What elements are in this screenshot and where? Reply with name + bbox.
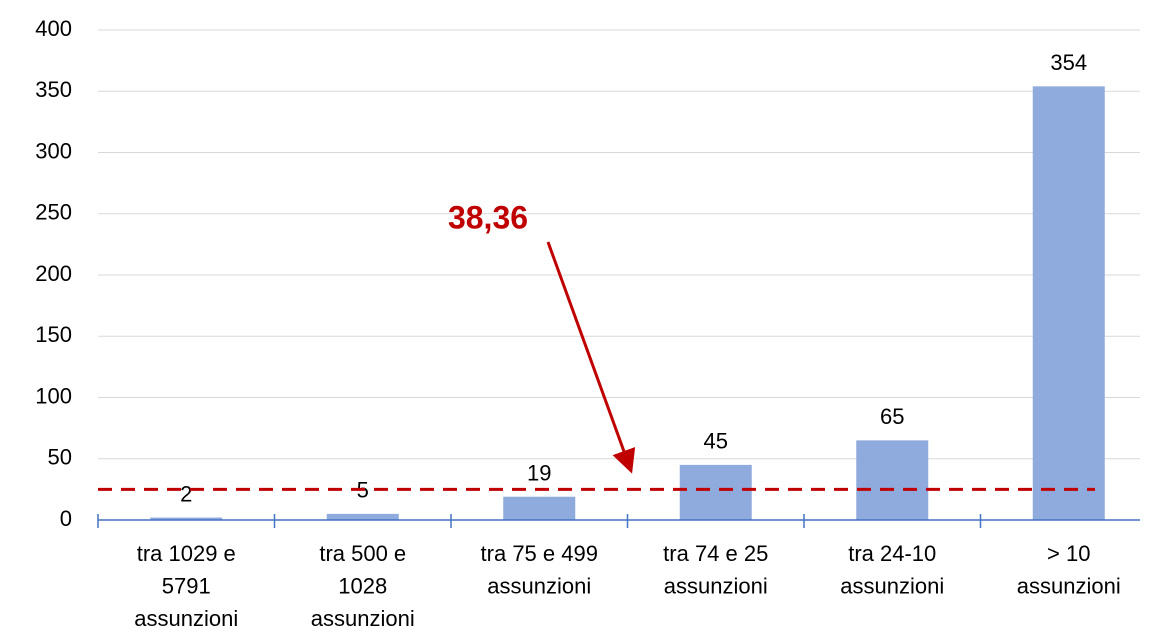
bar — [856, 440, 929, 520]
data-label: 2 — [180, 481, 192, 506]
y-tick-label: 50 — [48, 445, 72, 470]
y-tick-label: 0 — [60, 506, 72, 531]
data-label: 45 — [704, 429, 728, 454]
y-tick-label: 250 — [35, 200, 72, 225]
x-tick-label: > 10 assunzioni — [1017, 541, 1121, 599]
bar — [150, 517, 223, 520]
bar — [1032, 86, 1105, 520]
x-tick-label: tra 74 e 25 assunzioni — [663, 541, 768, 599]
data-label: 65 — [880, 404, 904, 429]
bar — [326, 513, 399, 520]
annotation: 38,36 — [448, 199, 528, 235]
y-tick-label: 150 — [35, 322, 72, 347]
bar — [503, 496, 576, 520]
x-tick-label: tra 75 e 499 assunzioni — [481, 541, 598, 599]
x-tick-label: tra 1029 e 5791 assunzioni — [134, 541, 238, 631]
annotation-arrow — [546, 241, 636, 474]
x-tick-label: tra 24-10 assunzioni — [840, 541, 944, 599]
bar — [679, 464, 752, 520]
y-tick-label: 300 — [35, 138, 72, 163]
y-tick-label: 350 — [35, 77, 72, 102]
x-tick-label: tra 500 e 1028 assunzioni — [311, 541, 415, 631]
y-tick-label: 400 — [35, 16, 72, 41]
data-label: 19 — [527, 461, 551, 486]
y-tick-label: 100 — [35, 383, 72, 408]
data-label: 354 — [1050, 50, 1087, 75]
y-tick-label: 200 — [35, 261, 72, 286]
